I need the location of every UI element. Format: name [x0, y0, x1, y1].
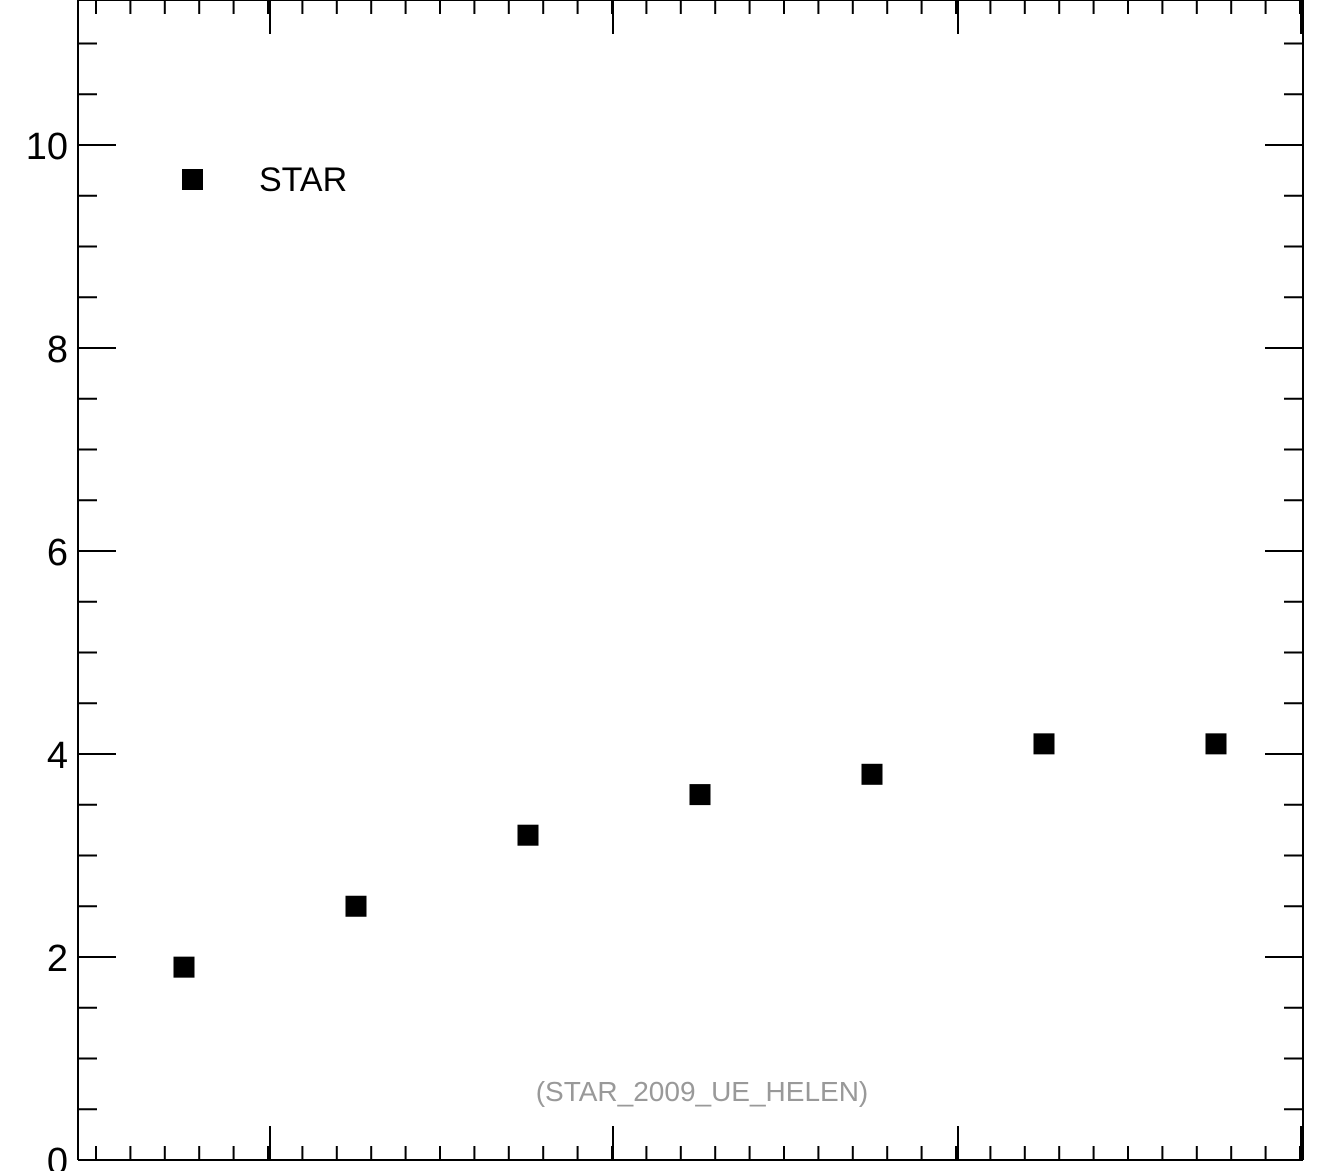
legend: STAR	[182, 161, 347, 199]
data-point-5	[861, 763, 883, 785]
legend-marker-star	[182, 169, 203, 190]
y-tick-label: 2	[47, 938, 68, 980]
y-tick-label: 10	[26, 126, 68, 168]
y-tick-label: 4	[47, 735, 68, 777]
data-point-6	[1033, 733, 1055, 755]
legend-label-star: STAR	[259, 161, 347, 199]
y-tick-label: 8	[47, 329, 68, 371]
data-point-3	[517, 824, 539, 846]
data-points	[173, 733, 1227, 978]
analysis-annotation: (STAR_2009_UE_HELEN)	[536, 1076, 869, 1107]
data-point-2	[345, 895, 367, 917]
data-point-1	[173, 956, 195, 978]
data-point-7	[1205, 733, 1227, 755]
data-point-4	[689, 784, 711, 806]
y-tick-label: 6	[47, 532, 68, 574]
y-tick-label: 0	[47, 1141, 68, 1171]
axes: 0 2 4 6 8 10	[26, 0, 1304, 1171]
